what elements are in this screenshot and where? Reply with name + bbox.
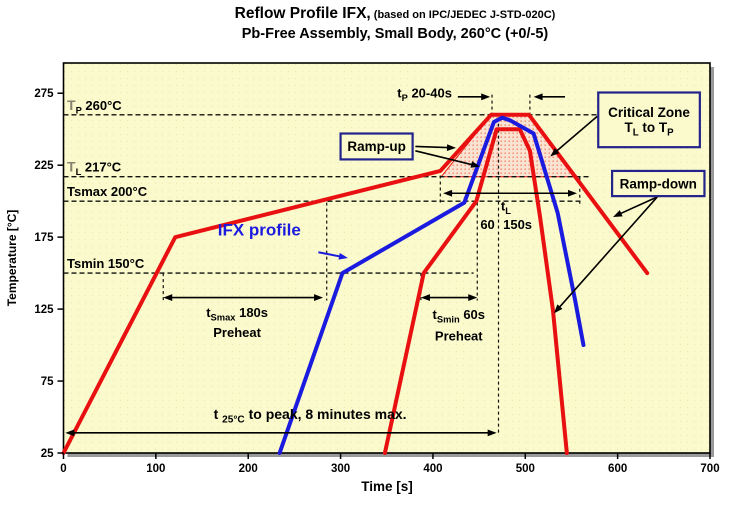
arrow-liquidus-window-head [443,189,453,197]
y-axis-title: Temperature [°C] [5,210,19,307]
label-tp-window: tP 20-40s [397,86,452,104]
ramp-up-box-arrow-head [470,161,481,168]
critical-zone-box [597,91,701,149]
arrow-tp-right-head [533,93,543,101]
x-tick-label: 300 [331,463,350,475]
label-tl-range-high: 150s [503,217,532,232]
ref-tsmax-label: Tsmax 200°C [67,184,148,199]
label-tl: tL [501,199,511,217]
chart-title: Reflow Profile IFX, (based on IPC/JEDEC … [55,3,734,44]
ramp-down-box-arrow [556,196,658,311]
x-tick-label: 400 [423,463,442,475]
x-tick-label: 200 [239,463,258,475]
ramp-up-box-arrow [415,150,476,167]
ramp-up-box-arrow-head [446,144,457,151]
ref-tp-label: TP 260°C [67,97,122,116]
chart-title-main: Reflow Profile IFX, [234,5,371,22]
chart-layer: TP 260°C TL 217°C Tsmax 200°C Tsmin 150°C tP… [34,62,720,475]
limit-profile-slow-curve [61,112,650,455]
label-tsmax-preheat: Preheat [213,325,261,340]
y-tick-label: 75 [41,376,54,388]
arrow-preheat-max-window-head [314,294,324,301]
critical-zone-box-arrow-head [550,148,560,157]
ref-tsmin-label: Tsmin 150°C [67,256,145,271]
label-tsmin-preheat: Preheat [435,329,483,344]
chart-title-line2: Pb-Free Assembly, Small Body, 260°C (+0/… [241,25,549,42]
y-tick-label: 175 [34,232,54,244]
x-tick-label: 600 [608,463,627,475]
ramp-up-box [339,132,414,161]
x-tick-label: 500 [516,463,535,475]
label-time-to-peak: t 25°C to peak, 8 minutes max. [214,406,407,426]
arrow-liquidus-window-head [568,189,578,197]
ramp-down-box [611,169,706,198]
ifx-profile-label-arrow-head [338,252,348,260]
arrow-time-to-peak-head [65,429,75,437]
critical-zone-box-label: Critical Zone [608,105,690,120]
label-tl-range-low: 60 [480,217,494,232]
arrow-preheat-min-window-head [468,294,478,301]
y-tick-label: 225 [34,160,54,172]
critical-zone-box-label: TL to TP [624,120,674,139]
ifx-profile-label-arrow [318,251,344,259]
ramp-down-box-arrow-head [613,210,623,217]
label-tsmin-time: tSmin 60s [433,307,486,325]
ramp-down-box-label: Ramp-down [620,176,697,191]
arrow-time-to-peak-head [487,429,497,437]
x-tick-label: 0 [60,463,66,475]
chart-title-line1: Reflow Profile IFX, (based on IPC/JEDEC … [55,3,734,25]
ifx-profile-curve [277,115,586,455]
ifx-profile-label: IFX profile [218,221,301,240]
y-tick-label: 275 [34,88,54,100]
ramp-down-box-arrow [617,196,658,216]
y-tick-label: 125 [34,304,54,316]
ref-tl-label: TL 217°C [67,159,122,178]
x-axis-title: Time [s] [361,479,413,494]
ramp-up-box-label: Ramp-up [347,139,406,154]
ramp-up-box-arrow [415,145,452,149]
x-tick-label: 700 [700,463,719,475]
arrow-preheat-max-window-head [163,294,173,301]
label-tsmax-time: tSmax 180s [206,305,268,323]
arrow-preheat-min-window-head [420,294,430,301]
chart-title-standard-ref: (based on IPC/JEDEC J-STD-020C) [370,9,556,21]
arrow-tp-left-head [481,93,491,101]
y-tick-label: 25 [41,448,54,460]
x-tick-label: 100 [146,463,165,475]
ramp-down-box-arrow-head [553,304,563,314]
critical-zone-box-arrow [553,115,598,154]
limit-profile-fast-curve [382,127,569,455]
